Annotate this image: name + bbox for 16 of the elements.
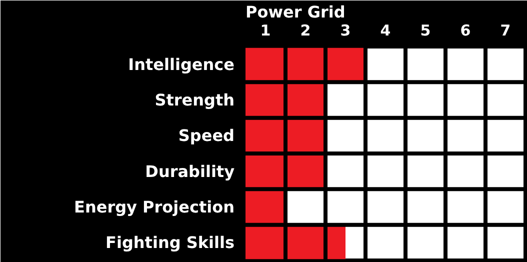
y-tick-label: Energy Projection [74, 198, 235, 216]
chart-title: Power Grid [246, 2, 346, 22]
x-tick-label: 3 [340, 22, 351, 40]
x-tick-label: 7 [500, 22, 511, 40]
bar [246, 84, 326, 116]
y-tick-label: Speed [178, 126, 235, 146]
bar [246, 190, 286, 224]
x-tick-label: 5 [420, 22, 431, 40]
y-tick-label: Fighting Skills [106, 233, 235, 252]
x-tick-label: 2 [300, 22, 311, 40]
y-tick-label: Durability [145, 162, 236, 181]
x-tick-label: 1 [260, 22, 271, 40]
x-tick-label: 6 [460, 22, 471, 40]
y-tick-label: Intelligence [128, 54, 235, 74]
x-tick-label: 4 [380, 22, 391, 40]
y-tick-label: Strength [154, 90, 234, 110]
